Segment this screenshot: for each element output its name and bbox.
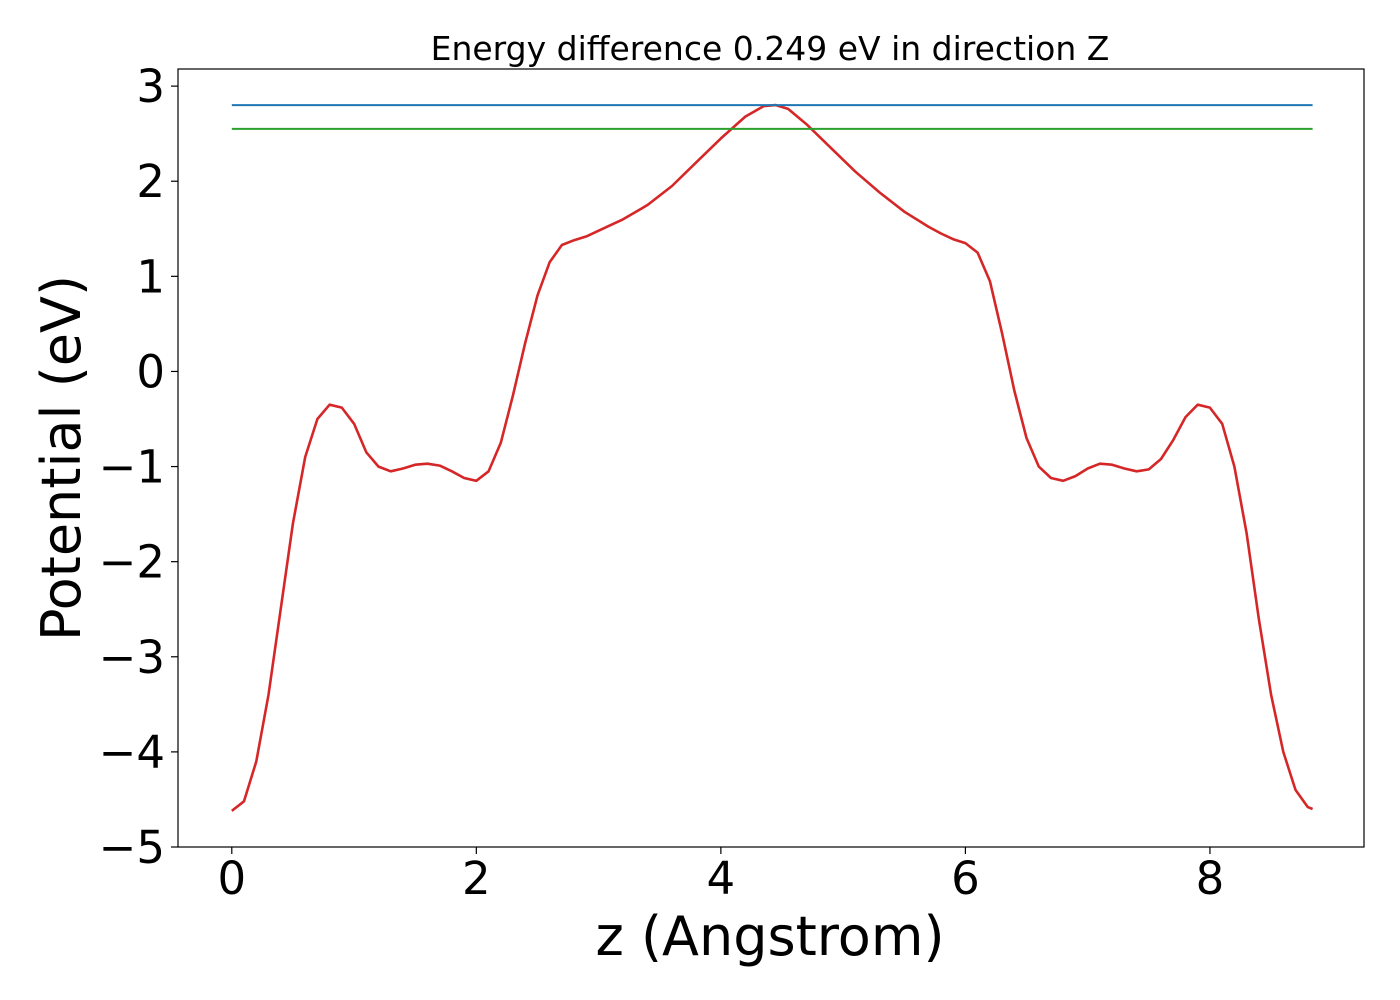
x-tick-label: 2 (462, 852, 491, 905)
y-tick-label: −4 (99, 726, 165, 779)
y-axis-label: Potential (eV) (30, 275, 93, 641)
y-tick-label: −2 (99, 536, 165, 589)
series-layer (230, 103, 1314, 812)
ticks-layer: 0 2 4 6 8 −5 −4 −3 −2 −1 0 1 2 3 (99, 60, 1225, 905)
x-tick-label: 4 (707, 852, 736, 905)
y-tick-label: 3 (136, 60, 165, 113)
chart-title: Energy difference 0.249 eV in direction … (431, 29, 1110, 68)
y-tick-label: −5 (99, 821, 165, 874)
y-tick-label: 1 (136, 250, 165, 303)
y-tick-label: 0 (136, 345, 165, 398)
x-tick-label: 6 (951, 852, 980, 905)
y-tick-label: −3 (99, 631, 165, 684)
x-tick-label: 0 (217, 852, 246, 905)
y-tick-label: 2 (136, 155, 165, 208)
series-line-1 (230, 103, 1314, 812)
plot-frame (177, 68, 1365, 848)
x-axis-label: z (Angstrom) (595, 905, 944, 968)
x-tick-label: 8 (1196, 852, 1225, 905)
y-tick-label: −1 (99, 441, 165, 494)
